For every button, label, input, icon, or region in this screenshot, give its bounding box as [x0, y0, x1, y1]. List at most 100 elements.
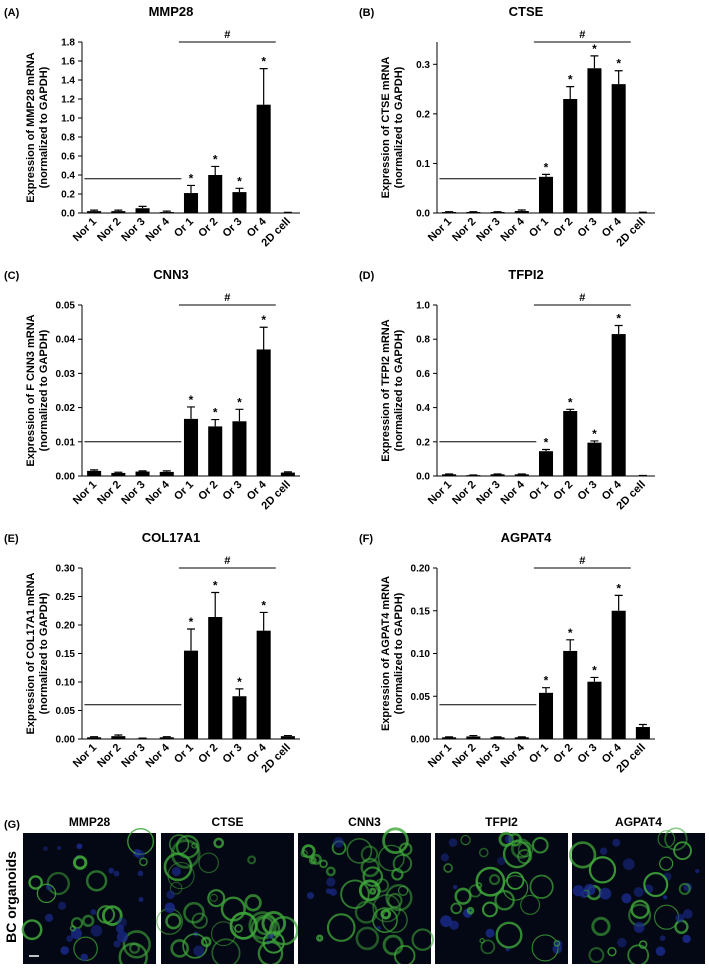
micrograph-texture: [114, 871, 120, 877]
image-label: AGPAT4: [615, 815, 662, 829]
significance-star: *: [544, 160, 549, 174]
micrograph-texture: [58, 902, 66, 910]
error-bar: [639, 724, 647, 727]
chart-title: CTSE: [509, 4, 544, 19]
y-tick-label: 0.2: [61, 190, 75, 201]
micrograph-texture: [695, 869, 699, 873]
bar: [87, 211, 101, 213]
bar: [442, 737, 456, 739]
x-tick-label: Or 1: [527, 479, 551, 503]
significance-star: *: [237, 675, 242, 689]
x-tick-label: Nor 1: [71, 742, 99, 770]
micrograph-texture: [330, 888, 337, 895]
y-axis-label: Expression of CTSE mRNA: [380, 57, 392, 199]
y-tick-label: 1.8: [61, 38, 75, 49]
micrograph-texture: [600, 847, 607, 854]
y-axis-label: (normalized to GAPDH): [393, 329, 405, 451]
error-bar: [615, 71, 623, 84]
significance-star: *: [189, 393, 194, 407]
micrograph-texture: [621, 893, 631, 903]
bar: [184, 651, 198, 739]
micrograph-texture: [663, 895, 667, 899]
micrograph-texture: [45, 914, 53, 922]
bar: [612, 334, 626, 476]
significance-star: *: [616, 312, 621, 326]
x-tick-label: Nor 2: [450, 742, 478, 770]
x-tick-label: Nor 3: [474, 216, 502, 244]
bar: [257, 105, 271, 213]
panel-label: (E): [4, 533, 19, 545]
x-tick-label: Or 3: [576, 479, 600, 503]
panel-label: (A): [4, 7, 20, 19]
micrograph-texture: [90, 909, 96, 915]
error-bar: [211, 593, 219, 618]
y-tick-label: 0.20: [411, 564, 431, 575]
y-tick-label: 0.8: [61, 133, 75, 144]
x-tick-label: Or 3: [221, 479, 245, 503]
y-tick-label: 0.10: [411, 649, 431, 660]
micrograph-texture: [326, 877, 335, 886]
significance-star: *: [544, 435, 549, 449]
y-tick-label: 0.0: [416, 472, 430, 483]
y-axis-label: Expression of F CNN3 mRNA: [25, 314, 37, 466]
micrograph-texture: [193, 945, 204, 956]
panel-label: (F): [359, 533, 373, 545]
y-tick-label: 1.6: [61, 57, 75, 68]
micrograph-texture: [117, 931, 128, 942]
micrograph-texture: [623, 858, 635, 870]
micrograph-texture: [71, 928, 82, 939]
error-bar: [615, 326, 623, 335]
micrograph-texture: [485, 929, 494, 938]
x-tick-label: Nor 4: [144, 741, 173, 770]
x-tick-label: Nor 2: [450, 479, 478, 507]
bar: [281, 473, 295, 476]
error-bar: [187, 185, 195, 193]
y-tick-label: 1.0: [61, 114, 75, 125]
bar: [539, 177, 553, 213]
error-bar: [211, 420, 219, 427]
y-tick-label: 0.05: [56, 706, 76, 717]
bar: [587, 682, 601, 739]
y-tick-label: 0.25: [56, 592, 76, 603]
x-tick-label: Or 1: [527, 216, 551, 240]
y-axis-label: (normalized to GAPDH): [38, 329, 50, 451]
error-bar: [284, 736, 292, 737]
micrograph-texture: [60, 946, 68, 954]
bar: [160, 737, 174, 739]
y-tick-label: 0.10: [56, 678, 76, 689]
bar: [208, 617, 222, 739]
error-bar: [566, 640, 574, 651]
y-tick-label: 0.20: [56, 621, 76, 632]
micrograph-texture: [449, 838, 458, 847]
micrograph-texture: [172, 867, 181, 876]
bar: [232, 696, 246, 739]
x-tick-label: Nor 4: [499, 478, 528, 507]
x-tick-label: Nor 2: [95, 479, 123, 507]
x-tick-label: Or 1: [172, 216, 196, 240]
micrograph-texture: [682, 935, 690, 943]
x-tick-label: Or 2: [551, 216, 575, 240]
row-label: BC organoids: [3, 851, 19, 943]
significance-star: *: [592, 427, 597, 441]
chart-title: TFPI2: [508, 267, 543, 282]
y-tick-label: 1.4: [61, 76, 75, 87]
bar: [515, 737, 529, 739]
error-bar: [139, 471, 147, 472]
bar: [612, 84, 626, 213]
error-bar: [542, 449, 550, 451]
error-bar: [469, 736, 477, 737]
y-axis-label: (normalized to GAPDH): [393, 66, 405, 188]
y-tick-label: 0.0: [416, 209, 430, 220]
y-tick-label: 0.04: [56, 335, 76, 346]
bar: [612, 611, 626, 739]
error-bar: [590, 677, 598, 681]
image-label: CNN3: [348, 815, 381, 829]
y-tick-label: 0.03: [56, 369, 76, 380]
error-bar: [615, 595, 623, 610]
y-tick-label: 0.2: [416, 109, 430, 120]
x-tick-label: Or 3: [576, 216, 600, 240]
bar: [136, 208, 150, 213]
